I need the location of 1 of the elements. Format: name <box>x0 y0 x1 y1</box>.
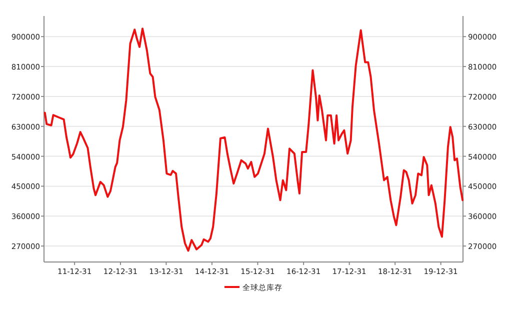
line-series <box>44 28 464 252</box>
